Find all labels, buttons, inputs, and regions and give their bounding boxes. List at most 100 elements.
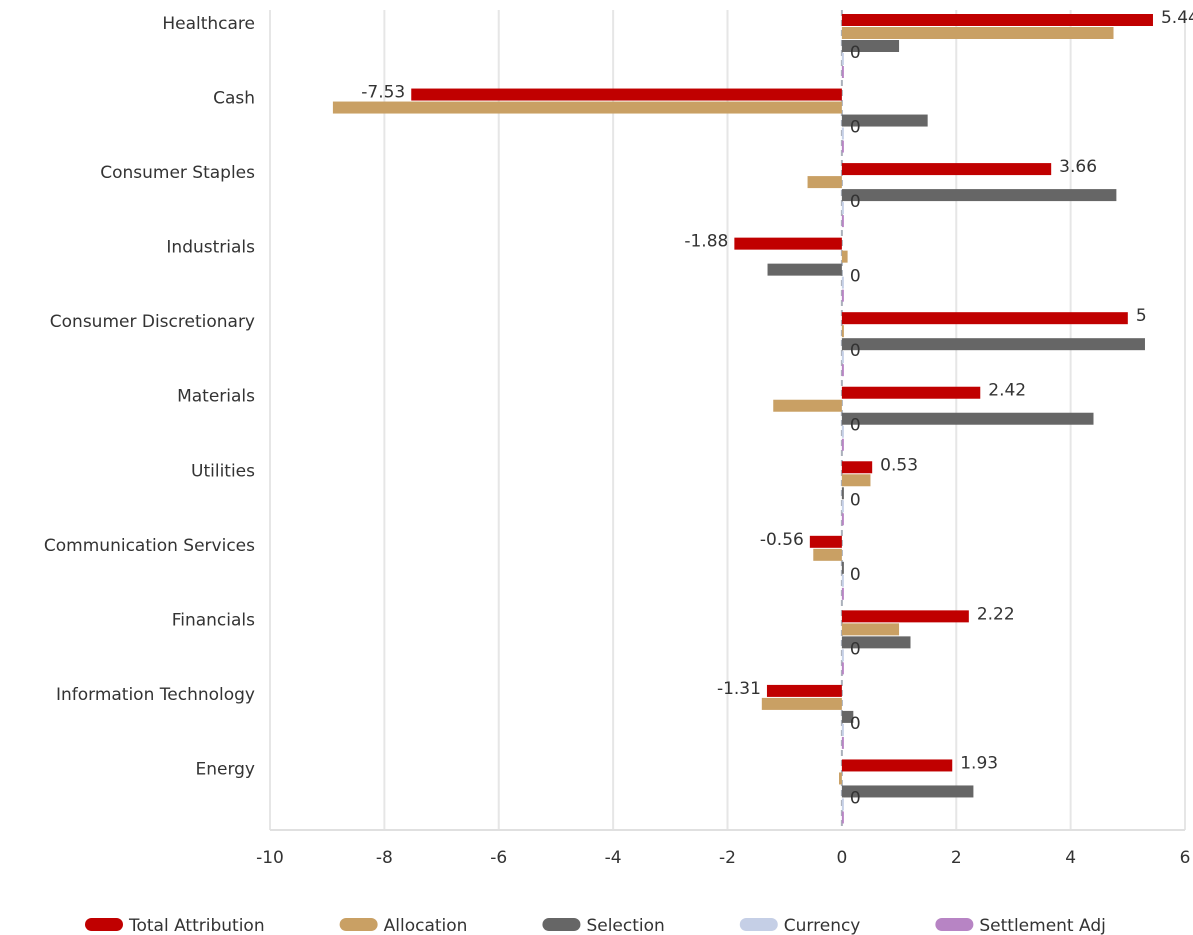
bar [841,500,844,513]
x-tick-label: -10 [256,848,284,868]
bar [841,27,1114,39]
y-tick-label: Energy [195,759,255,779]
bar [841,798,844,811]
bar [841,610,969,623]
data-label: 0 [850,639,861,659]
legend-swatch [739,918,778,931]
bar [841,289,844,302]
x-tick-label: -4 [605,848,622,868]
data-label: 2.42 [988,381,1026,401]
bar [839,772,842,785]
bar [841,202,844,215]
bar [841,623,900,636]
bar [841,127,844,140]
data-label: 0 [850,267,861,287]
bar [841,561,844,574]
bar [841,513,844,526]
bar [841,811,844,824]
bar [841,412,1094,425]
x-tick-label: 2 [951,848,962,868]
x-tick-label: -8 [376,848,393,868]
bar [841,351,844,364]
bar [841,53,844,65]
legend-swatch [542,918,581,931]
bar [841,723,844,736]
legend-label: Total Attribution [128,916,265,935]
data-label: 0 [850,43,861,63]
bar [841,759,953,772]
bar [841,14,1153,26]
bar [841,662,844,675]
data-label: 5 [1136,306,1147,326]
bar [761,697,842,710]
bar [773,399,842,412]
bar [841,189,1117,202]
legend-swatch [935,918,974,931]
data-label: 5.44 [1161,8,1193,28]
y-tick-label: Utilities [191,461,255,481]
bar [841,425,844,438]
bar [841,736,844,749]
legend-swatch [339,918,378,931]
bar [809,535,842,548]
bar [841,785,974,798]
data-label: 2.22 [977,604,1015,624]
legend-label: Settlement Adj [979,916,1105,935]
y-tick-label: Communication Services [44,536,255,556]
data-label: 3.66 [1059,157,1097,177]
bar [841,587,844,600]
bar [841,386,981,399]
data-label: -1.31 [717,679,761,699]
bar [841,140,844,153]
data-label: 0 [850,490,861,510]
bar [841,312,1128,325]
bar [841,215,844,228]
y-tick-label: Materials [177,387,255,407]
bar [767,263,842,276]
bar [813,548,842,561]
bar [841,574,844,587]
x-tick-label: 0 [836,848,847,868]
data-label: -7.53 [361,83,405,103]
bar [841,40,900,52]
legend-label: Selection [586,916,664,935]
bar [841,338,1145,351]
data-label: 0 [850,341,861,361]
data-label: 0 [850,416,861,436]
bar [332,101,842,114]
bar [734,237,842,250]
x-tick-label: 6 [1180,848,1191,868]
legend-label: Allocation [384,916,468,935]
bar [841,636,911,649]
data-label: 0 [850,714,861,734]
legend-label: Currency [784,916,861,935]
bar [841,649,844,662]
data-label: -1.88 [684,232,728,252]
x-tick-label: -6 [490,848,507,868]
bar [841,438,844,451]
x-tick-label: -2 [719,848,736,868]
bar [841,250,848,263]
y-tick-label: Consumer Staples [100,163,255,183]
bar [841,710,854,723]
bar [841,163,1052,176]
data-label: 0 [850,565,861,585]
data-label: -0.56 [760,530,804,550]
x-tick-label: 4 [1065,848,1076,868]
y-tick-label: Industrials [166,238,255,258]
bar [841,364,844,377]
bar [841,276,844,289]
legend-swatch [85,918,123,931]
bar [841,474,871,487]
y-tick-label: Information Technology [56,685,255,705]
data-label: 1.93 [960,753,998,773]
bar [766,684,842,697]
bar [841,66,844,78]
y-tick-label: Consumer Discretionary [50,312,255,332]
y-tick-label: Healthcare [162,14,255,34]
bar [411,88,842,101]
bar [807,176,842,189]
data-label: 0 [850,192,861,212]
bar [841,114,928,127]
